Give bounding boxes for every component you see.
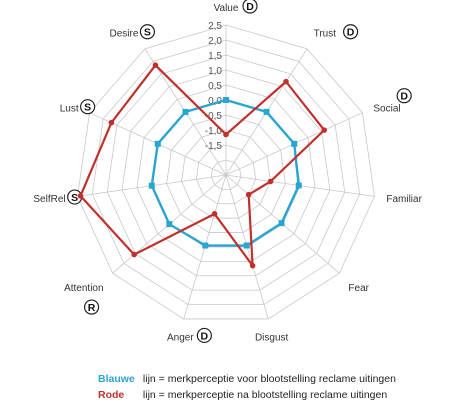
point-red: [223, 131, 229, 138]
point-red: [108, 119, 115, 126]
point-blue: [148, 182, 155, 189]
badge-letter: D: [246, 1, 254, 13]
tick-label: 2,5: [208, 21, 222, 32]
point-red: [131, 251, 137, 258]
point-blue: [223, 97, 229, 103]
badge-circle: [196, 327, 212, 344]
badge-circle: [139, 24, 156, 40]
legend-blue-text: lijn = merkperceptie voor blootstelling …: [142, 373, 396, 385]
point-red: [211, 211, 218, 217]
point-blue: [295, 182, 302, 189]
axis-label: Lust: [60, 104, 79, 115]
badge-letter: D: [400, 91, 408, 103]
point-red: [249, 262, 256, 269]
legend-blue-key: Blauwe: [98, 373, 135, 385]
point-blue: [278, 220, 285, 227]
tick-label: 0,5: [208, 81, 222, 92]
badge-circle: [342, 24, 359, 40]
point-red: [152, 62, 159, 69]
axis-label: Familiar: [386, 194, 422, 205]
axis-label: Attention: [64, 283, 103, 294]
tick-label: 1,5: [208, 51, 222, 62]
grid-ring: [210, 159, 242, 190]
tick-label: -0,5: [205, 111, 223, 122]
point-red: [283, 78, 289, 85]
axis-label: Disgust: [255, 332, 289, 343]
legend-red-key: Rode: [98, 389, 125, 401]
axis-label: SelfRel: [33, 194, 65, 205]
point-blue: [263, 108, 270, 115]
tick-label: 2,0: [208, 36, 222, 47]
badge-letter: R: [88, 302, 96, 314]
grid-ring: [77, 24, 375, 320]
badge-letter: S: [84, 102, 91, 114]
badge-circle: [396, 88, 412, 104]
grid-ring: [166, 114, 286, 233]
grid-ring: [121, 69, 331, 277]
series-line-rode: [79, 64, 326, 267]
point-blue: [202, 242, 209, 249]
axis-label: Fear: [348, 283, 369, 294]
point-blue: [291, 140, 298, 147]
point-blue: [166, 221, 173, 228]
legend-red-text: lijn = merkperceptie na blootstelling re…: [142, 389, 388, 401]
point-red: [321, 127, 328, 133]
point-blue: [182, 108, 189, 115]
point-red: [245, 191, 252, 198]
grid-ring: [91, 39, 361, 305]
badge-letter: D: [347, 27, 355, 39]
legend-blue: Blauwe lijn = merkperceptie voor blootst…: [98, 373, 396, 385]
badge-circle: [242, 0, 258, 14]
axis-label: Anger: [167, 332, 194, 343]
grid-ring: [136, 84, 316, 262]
axis-label: Social: [373, 104, 400, 115]
badge-letter: D: [201, 330, 209, 342]
series-line-blauwe: [150, 98, 300, 247]
badge-circle: [80, 99, 96, 115]
tick-label: -1,0: [205, 126, 223, 137]
axis-label: Desire: [110, 29, 139, 40]
tick-label: 0,0: [208, 96, 222, 107]
badge-letter: S: [144, 27, 151, 39]
tick-label: -1,5: [205, 141, 223, 152]
grid-ring: [195, 144, 257, 205]
legend-red: Rode lijn = merkperceptie na blootstelli…: [98, 389, 387, 401]
badge-circle: [83, 299, 100, 315]
tick-label: 1,0: [208, 66, 222, 77]
badge-letter: S: [71, 192, 78, 204]
grid-ring: [106, 54, 346, 291]
point-red: [77, 193, 84, 199]
point-red: [267, 178, 274, 185]
grid-ring: [181, 129, 271, 219]
axis-label: Trust: [314, 29, 337, 40]
point-blue: [243, 242, 250, 249]
axis-label: Value: [214, 3, 239, 14]
point-blue: [154, 140, 161, 147]
